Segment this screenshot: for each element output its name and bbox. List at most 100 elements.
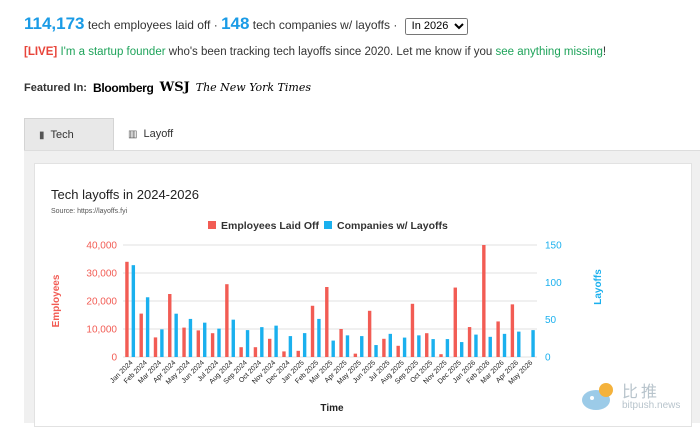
bar-employees xyxy=(453,287,457,357)
featured-label: Featured In: xyxy=(24,81,87,94)
bar-companies xyxy=(374,345,378,357)
left-tick-label: 10,000 xyxy=(86,325,117,336)
bar-chart-icon: ▥ xyxy=(128,129,138,140)
bar-companies xyxy=(345,335,350,357)
bar-companies xyxy=(145,297,150,357)
bar-companies xyxy=(431,339,435,357)
bar-employees xyxy=(139,313,143,357)
live-line: [LIVE] I'm a startup founder who's been … xyxy=(24,46,606,58)
bar-employees xyxy=(182,327,186,357)
companies-text: tech companies w/ layoffs xyxy=(252,18,390,32)
bar-employees xyxy=(382,338,386,357)
right-tick-label: 100 xyxy=(545,278,562,289)
bar-employees xyxy=(210,333,215,357)
bar-companies xyxy=(217,328,221,357)
right-tick-label: 150 xyxy=(545,241,562,252)
bar-employees xyxy=(325,287,329,357)
legend-swatch-companies xyxy=(324,221,332,229)
watermark-url: bitpush.news xyxy=(622,400,681,411)
right-tick-label: 50 xyxy=(545,315,557,326)
chart-legend: Employees Laid Off Companies w/ Layoffs xyxy=(208,220,448,232)
bar-companies xyxy=(417,335,421,357)
bar-employees xyxy=(482,245,486,357)
bar-companies xyxy=(274,325,278,357)
bar-companies xyxy=(288,336,293,357)
bar-employees xyxy=(425,333,429,357)
legend-swatch-employees xyxy=(208,221,216,229)
bar-employees xyxy=(353,353,358,357)
bar-employees xyxy=(125,261,129,357)
legend-label-employees: Employees Laid Off xyxy=(221,220,320,232)
chart-subtitle: Source: https://layoffs.fyi xyxy=(51,208,128,215)
layoffs-chart: Tech layoffs in 2024-2026 Source: https:… xyxy=(51,187,604,414)
bar-companies xyxy=(174,313,178,357)
live-tag: [LIVE] xyxy=(24,46,58,58)
bar-companies xyxy=(317,318,321,357)
right-axis-label: Layoffs xyxy=(593,269,604,305)
bar-companies xyxy=(302,333,307,357)
bar-companies xyxy=(474,334,478,357)
bar-companies xyxy=(231,319,235,357)
left-tick-label: 40,000 xyxy=(86,241,117,252)
bar-employees xyxy=(267,338,272,357)
bar-employees xyxy=(282,351,286,357)
bar-companies xyxy=(260,327,264,357)
bar-employees xyxy=(439,354,443,357)
bar-companies xyxy=(160,329,164,357)
bar-companies xyxy=(188,318,193,357)
nyt-logo: The New York Times xyxy=(195,81,311,94)
bar-companies xyxy=(459,342,464,357)
bar-companies xyxy=(360,336,364,357)
bar-employees xyxy=(339,329,343,357)
bar-companies xyxy=(388,333,393,357)
left-tick-label: 0 xyxy=(111,353,117,364)
left-tick-label: 30,000 xyxy=(86,269,117,280)
bar-employees xyxy=(239,347,243,357)
bar-companies xyxy=(445,339,450,357)
employees-count: 114,173 xyxy=(24,14,85,33)
right-tick-label: 0 xyxy=(545,353,551,364)
bar-employees xyxy=(310,305,315,357)
bar-companies xyxy=(488,336,492,357)
bar-companies xyxy=(502,333,507,357)
bar-employees xyxy=(496,321,500,357)
tab-bar: ▮Tech Layoffs ▥Layoff Charts xyxy=(24,118,700,174)
bar-employees xyxy=(196,330,201,357)
bar-employees xyxy=(225,284,229,357)
left-axis-ticks: 0 10,000 20,000 30,000 40,000 xyxy=(86,241,117,364)
watermark-brand: 比推 xyxy=(622,384,661,401)
founder-link[interactable]: I'm a startup founder xyxy=(60,46,166,58)
featured-in: Featured In: Bloomberg WSJ The New York … xyxy=(24,80,311,95)
missing-link[interactable]: see anything missing xyxy=(495,46,603,58)
tab-layoff-charts[interactable]: ▥Layoff Charts xyxy=(114,118,214,173)
bar-employees xyxy=(296,350,300,357)
chart-card: Tech layoffs in 2024-2026 Source: https:… xyxy=(34,163,692,427)
left-tick-label: 20,000 xyxy=(86,297,117,308)
bar-employees xyxy=(153,337,158,357)
wsj-logo: WSJ xyxy=(159,80,190,95)
separator: · xyxy=(213,18,218,32)
bar-employees xyxy=(510,304,515,357)
bar-employees xyxy=(253,347,258,357)
live-end: ! xyxy=(602,46,607,58)
live-text: who's been tracking tech layoffs since 2… xyxy=(168,46,493,58)
bar-companies xyxy=(402,337,407,357)
right-axis-ticks: 0 50 100 150 xyxy=(545,241,562,364)
year-select[interactable]: In 2026 xyxy=(404,17,468,35)
bar-employees xyxy=(396,345,400,357)
bar-employees xyxy=(410,303,415,357)
watermark: 比推 bitpush.news xyxy=(576,376,700,423)
stats-line: 114,173 tech employees laid off · 148 te… xyxy=(24,14,468,35)
x-axis-label: Time xyxy=(320,403,344,414)
building-icon: ▮ xyxy=(39,130,45,141)
legend-label-companies: Companies w/ Layoffs xyxy=(337,220,448,232)
tab-tech-layoffs[interactable]: ▮Tech Layoffs xyxy=(24,118,114,174)
chart-panel: Tech layoffs in 2024-2026 Source: https:… xyxy=(24,151,700,427)
bar-employees xyxy=(168,294,172,357)
left-axis-label: Employees xyxy=(51,274,62,327)
bird-logo-icon xyxy=(582,383,613,410)
bloomberg-logo: Bloomberg xyxy=(92,80,154,95)
chart-title: Tech layoffs in 2024-2026 xyxy=(51,187,199,202)
bar-companies xyxy=(203,322,207,357)
